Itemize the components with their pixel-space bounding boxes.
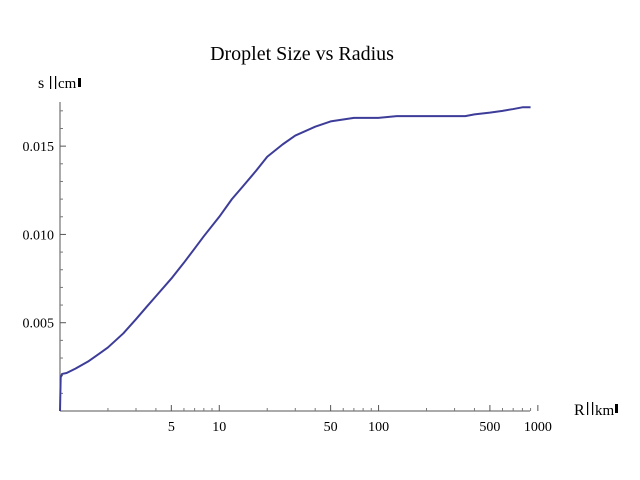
x-axis-label-bracket-end (615, 404, 618, 413)
y-axis-label-bracket-end (78, 78, 81, 87)
chart-title: Droplet Size vs Radius (210, 43, 394, 65)
series (59, 106, 531, 412)
x-axis-label-bracket-1 (587, 402, 589, 415)
y-tick-label: 0.005 (23, 317, 55, 332)
y-tick-label: 0.015 (23, 140, 55, 155)
x-axis-label-text: R (574, 402, 585, 419)
ticks: 5 10 50 100 500 1000 0.005 0.010 0.015 (23, 110, 552, 435)
axes (59, 102, 530, 412)
x-tick-label: 100 (368, 420, 389, 435)
y-axis-label-unit: cm (58, 76, 77, 92)
series-line-0 (59, 106, 531, 412)
y-tick-label: 0.010 (23, 228, 55, 243)
x-axis-label-unit: km (595, 403, 615, 419)
x-axis-label: R km (574, 402, 618, 419)
x-tick-label: 50 (324, 420, 338, 435)
x-axis-label-bracket-2 (592, 402, 594, 415)
y-axis-label-bracket-2 (55, 76, 57, 89)
y-axis-label-bracket-1 (50, 76, 52, 89)
x-tick-label: 500 (479, 420, 500, 435)
x-tick-label: 10 (212, 420, 226, 435)
x-tick-label: 1000 (524, 420, 552, 435)
y-axis-label: s cm (38, 75, 81, 92)
x-tick-label: 5 (168, 420, 175, 435)
y-axis-label-text: s (38, 75, 44, 92)
